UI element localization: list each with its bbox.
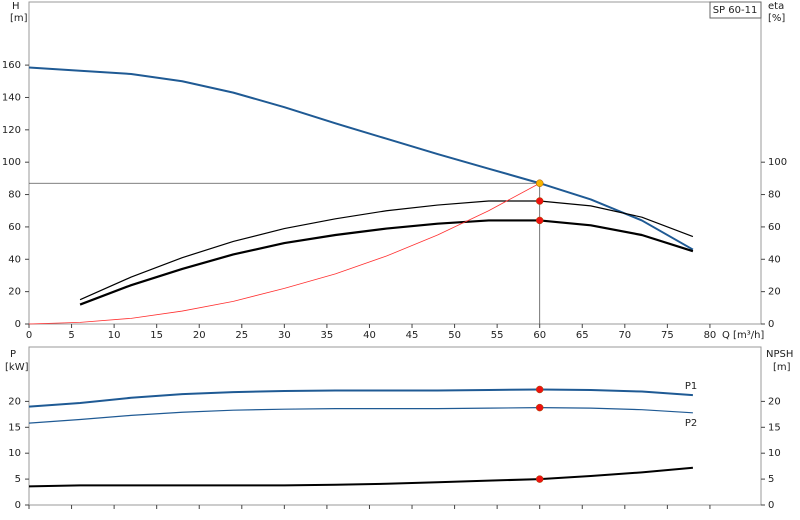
y-axis-unit: [kW] xyxy=(5,362,29,373)
y-tick-label: 0 xyxy=(15,319,21,330)
y2-tick-label: 80 xyxy=(768,190,781,201)
y-axis-label: P xyxy=(10,349,16,360)
operating-point xyxy=(535,216,544,225)
x-tick-label: 5 xyxy=(68,330,74,341)
x-tick-label: 0 xyxy=(26,330,32,341)
x-tick-label: 65 xyxy=(576,330,589,341)
y-tick-label: 140 xyxy=(2,92,21,103)
x-tick-label: 55 xyxy=(491,330,504,341)
y2-tick-label: 20 xyxy=(768,287,781,298)
x-tick-label: 15 xyxy=(150,330,163,341)
series-line xyxy=(79,200,694,301)
y2-axis-unit: [%] xyxy=(768,13,785,24)
series-line xyxy=(28,466,693,488)
y2-tick-label: 40 xyxy=(768,254,781,265)
y2-tick-label: 10 xyxy=(768,448,781,459)
x-tick-label: 75 xyxy=(661,330,674,341)
y-tick-label: 120 xyxy=(2,125,21,136)
operating-point xyxy=(535,403,544,412)
x-tick-label: 60 xyxy=(533,330,546,341)
y2-tick-label: 0 xyxy=(768,319,774,330)
y-tick-label: 15 xyxy=(8,422,21,433)
y-tick-label: 0 xyxy=(15,500,21,511)
y2-tick-label: 0 xyxy=(768,500,774,511)
series-label: P1 xyxy=(685,381,697,392)
series-label: P2 xyxy=(685,418,697,429)
y2-tick-label: 15 xyxy=(768,422,781,433)
y-tick-label: 20 xyxy=(8,396,21,407)
x-tick-label: 80 xyxy=(704,330,717,341)
x-tick-label: 70 xyxy=(618,330,631,341)
series-line xyxy=(28,388,693,408)
x-tick-label: 45 xyxy=(406,330,419,341)
y-axis-label: H xyxy=(12,1,20,12)
y-tick-label: 160 xyxy=(2,60,21,71)
series-line xyxy=(28,182,540,325)
x-tick-label: 30 xyxy=(278,330,291,341)
y-tick-label: 80 xyxy=(8,190,21,201)
y2-axis-unit: [m] xyxy=(773,362,791,373)
title-box xyxy=(709,1,762,19)
y-tick-label: 10 xyxy=(8,448,21,459)
y2-tick-label: 20 xyxy=(768,396,781,407)
y-tick-label: 5 xyxy=(15,474,21,485)
x-axis-label: Q [m³/h] xyxy=(722,330,764,341)
operating-point xyxy=(535,179,544,187)
series-line xyxy=(28,66,694,251)
y-axis-unit: [m] xyxy=(10,13,28,24)
y-tick-label: 20 xyxy=(8,287,21,298)
operating-point xyxy=(535,197,544,205)
x-tick-label: 35 xyxy=(321,330,334,341)
y2-tick-label: 5 xyxy=(768,474,774,485)
y2-tick-label: 100 xyxy=(768,157,787,168)
y-tick-label: 100 xyxy=(2,157,21,168)
x-tick-label: 50 xyxy=(448,330,461,341)
plot-frame xyxy=(28,346,762,506)
chart-title: SP 60-11 xyxy=(713,5,758,16)
x-tick-label: 25 xyxy=(235,330,248,341)
operating-point xyxy=(535,475,544,483)
y2-axis-label: NPSH xyxy=(766,349,793,360)
series-line xyxy=(79,219,694,306)
y-tick-label: 40 xyxy=(8,254,21,265)
plot-frame xyxy=(28,1,762,325)
series-line xyxy=(28,407,693,424)
x-tick-label: 40 xyxy=(363,330,376,341)
x-tick-label: 10 xyxy=(108,330,121,341)
y2-axis-label: eta xyxy=(768,1,784,12)
y-tick-label: 60 xyxy=(8,222,21,233)
y2-tick-label: 60 xyxy=(768,222,781,233)
x-tick-label: 20 xyxy=(193,330,206,341)
operating-point xyxy=(535,385,544,394)
